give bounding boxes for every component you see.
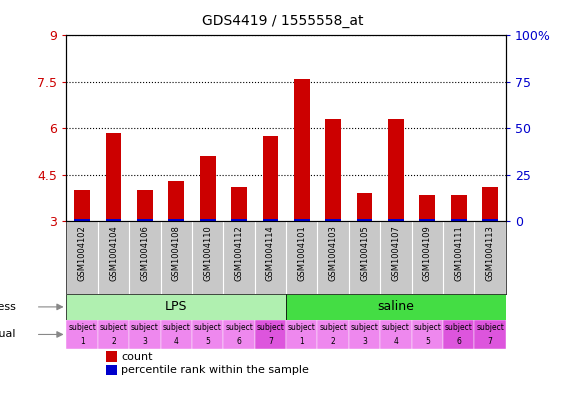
- Text: subject: subject: [382, 323, 410, 332]
- Text: 3: 3: [142, 338, 147, 346]
- Bar: [200, 156, 216, 221]
- Text: individual: individual: [0, 329, 16, 340]
- Text: GSM1004107: GSM1004107: [391, 225, 401, 281]
- Bar: [137, 190, 153, 221]
- Text: subject: subject: [68, 323, 96, 332]
- Bar: [482, 219, 498, 221]
- Text: subject: subject: [476, 323, 504, 332]
- Bar: [286, 320, 317, 349]
- Text: 5: 5: [205, 338, 210, 346]
- Text: GSM1004109: GSM1004109: [423, 225, 432, 281]
- Bar: [420, 219, 435, 221]
- Bar: [75, 190, 90, 221]
- Bar: [317, 320, 349, 349]
- Text: stress: stress: [0, 302, 16, 312]
- Bar: [231, 219, 247, 221]
- Text: subject: subject: [351, 323, 379, 332]
- Text: GSM1004108: GSM1004108: [172, 225, 181, 281]
- Text: GSM1004114: GSM1004114: [266, 225, 275, 281]
- Bar: [98, 320, 129, 349]
- Bar: [412, 320, 443, 349]
- Text: percentile rank within the sample: percentile rank within the sample: [121, 365, 309, 375]
- Text: subject: subject: [194, 323, 221, 332]
- Text: GSM1004112: GSM1004112: [235, 225, 243, 281]
- Text: subject: subject: [413, 323, 441, 332]
- Text: GSM1004106: GSM1004106: [140, 225, 149, 281]
- Text: subject: subject: [131, 323, 159, 332]
- Text: subject: subject: [162, 323, 190, 332]
- Bar: [286, 294, 506, 320]
- Text: saline: saline: [377, 300, 414, 313]
- Text: GSM1004111: GSM1004111: [454, 225, 463, 281]
- Text: subject: subject: [319, 323, 347, 332]
- Text: 6: 6: [236, 338, 242, 346]
- Bar: [106, 219, 121, 221]
- Text: LPS: LPS: [165, 300, 187, 313]
- Bar: [451, 219, 466, 221]
- Bar: [129, 320, 161, 349]
- Bar: [443, 320, 475, 349]
- Text: GSM1004103: GSM1004103: [329, 225, 338, 281]
- Text: subject: subject: [257, 323, 284, 332]
- Bar: [380, 320, 412, 349]
- Bar: [106, 351, 117, 362]
- Bar: [357, 193, 372, 221]
- Bar: [294, 219, 310, 221]
- Bar: [388, 219, 404, 221]
- Bar: [388, 119, 404, 221]
- Bar: [357, 219, 372, 221]
- Text: 3: 3: [362, 338, 367, 346]
- Bar: [294, 79, 310, 221]
- Text: 1: 1: [299, 338, 304, 346]
- Text: 7: 7: [268, 338, 273, 346]
- Text: subject: subject: [225, 323, 253, 332]
- Text: subject: subject: [99, 323, 128, 332]
- Bar: [482, 187, 498, 221]
- Text: GSM1004110: GSM1004110: [203, 225, 212, 281]
- Text: subject: subject: [444, 323, 473, 332]
- Bar: [75, 219, 90, 221]
- Text: 5: 5: [425, 338, 430, 346]
- Bar: [349, 320, 380, 349]
- Text: 4: 4: [174, 338, 179, 346]
- Bar: [231, 187, 247, 221]
- Bar: [420, 195, 435, 221]
- Text: GSM1004102: GSM1004102: [77, 225, 87, 281]
- Bar: [66, 320, 98, 349]
- Bar: [137, 219, 153, 221]
- Bar: [262, 136, 278, 221]
- Bar: [106, 133, 121, 221]
- Text: 1: 1: [80, 338, 84, 346]
- Text: subject: subject: [288, 323, 316, 332]
- Bar: [475, 320, 506, 349]
- Text: GSM1004113: GSM1004113: [486, 225, 495, 281]
- Bar: [200, 219, 216, 221]
- Bar: [66, 294, 286, 320]
- Bar: [161, 320, 192, 349]
- Bar: [106, 365, 117, 375]
- Bar: [451, 195, 466, 221]
- Bar: [325, 219, 341, 221]
- Text: GSM1004104: GSM1004104: [109, 225, 118, 281]
- Text: 2: 2: [331, 338, 336, 346]
- Text: 6: 6: [456, 338, 461, 346]
- Bar: [255, 320, 286, 349]
- Bar: [168, 219, 184, 221]
- Text: GSM1004101: GSM1004101: [297, 225, 306, 281]
- Text: GDS4419 / 1555558_at: GDS4419 / 1555558_at: [202, 14, 364, 28]
- Text: GSM1004105: GSM1004105: [360, 225, 369, 281]
- Text: 4: 4: [394, 338, 398, 346]
- Bar: [262, 219, 278, 221]
- Bar: [223, 320, 255, 349]
- Text: 7: 7: [488, 338, 492, 346]
- Text: count: count: [121, 352, 153, 362]
- Bar: [325, 119, 341, 221]
- Bar: [192, 320, 223, 349]
- Text: 2: 2: [111, 338, 116, 346]
- Bar: [168, 181, 184, 221]
